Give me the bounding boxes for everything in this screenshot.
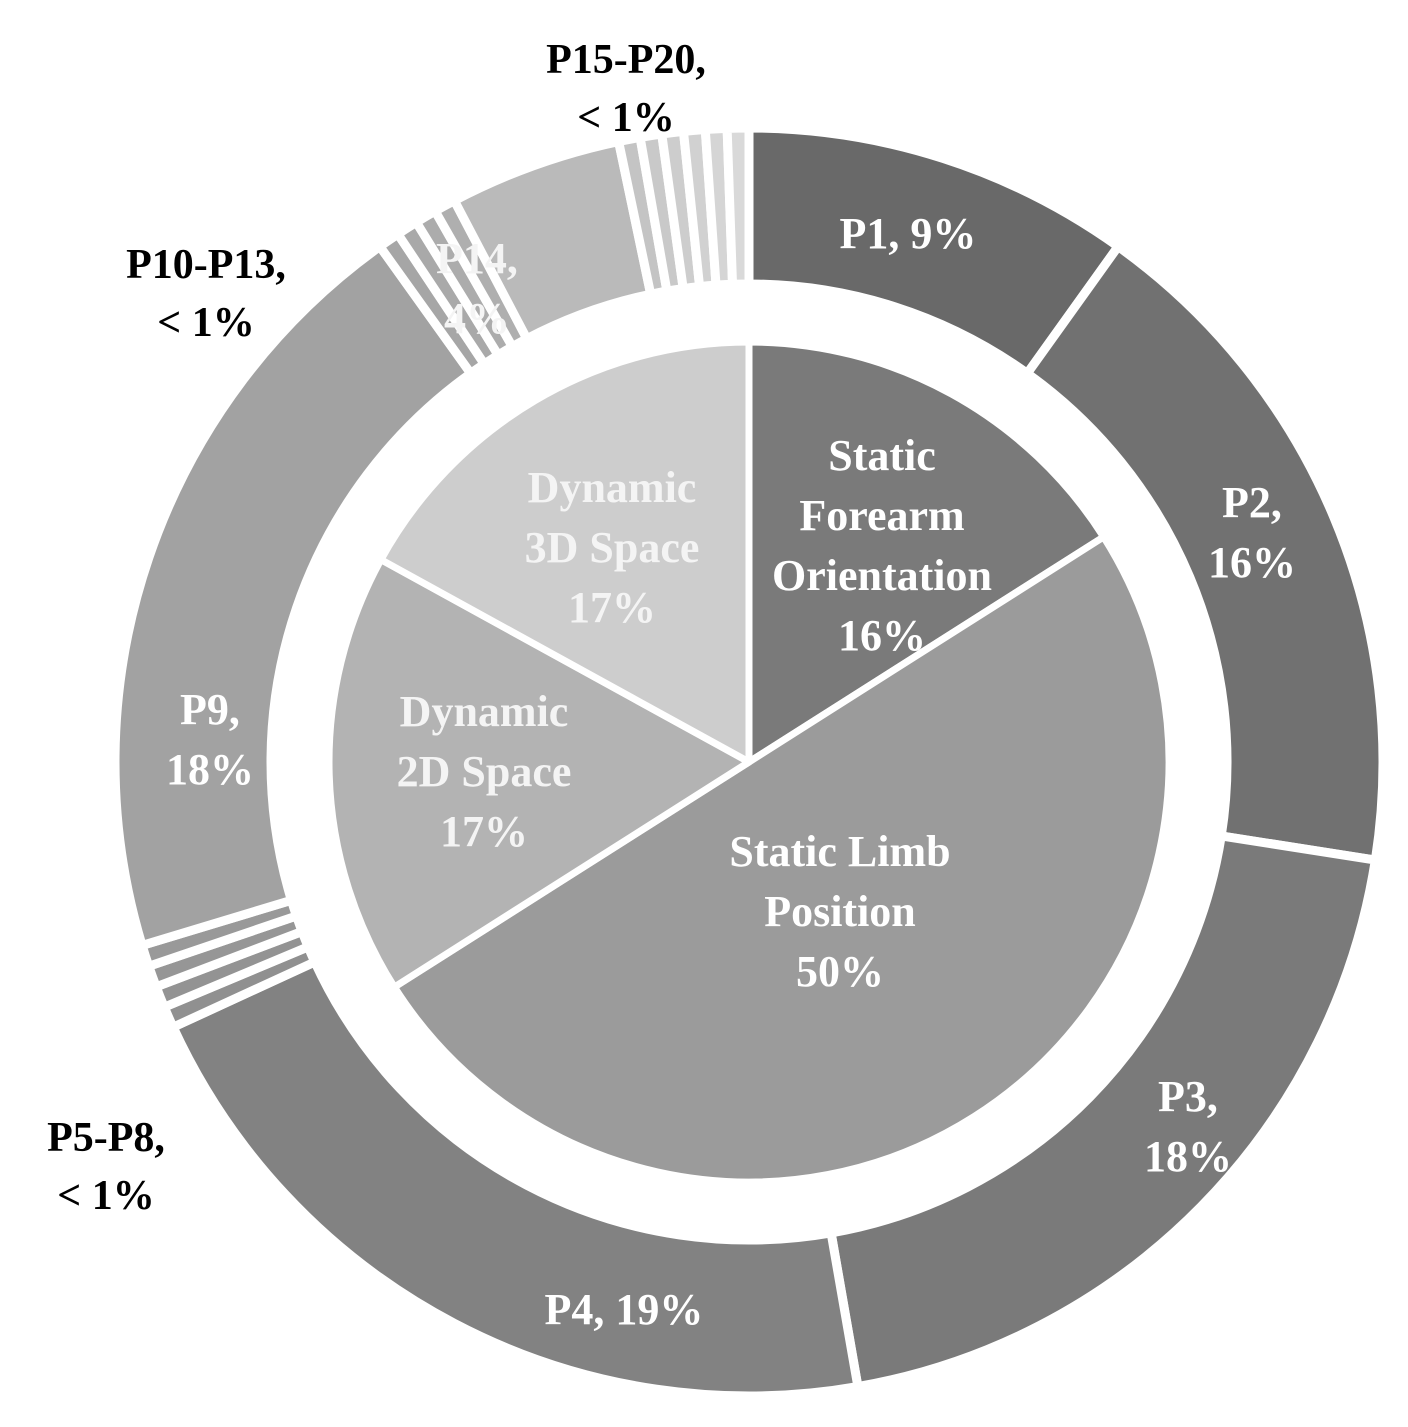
inner-label-dynamic-3d-space: Dynamic 3D Space 17% xyxy=(525,463,700,632)
outer-label-p1: P1, 9% xyxy=(840,209,977,258)
outer-label-p4: P4, 19% xyxy=(545,1285,704,1334)
outer-label-p3: P3, 18% xyxy=(1144,1072,1232,1181)
outer-slice-p4 xyxy=(167,955,864,1401)
inner-slice-dynamic-3d-space xyxy=(377,338,753,766)
outer-slice-p9 xyxy=(110,240,477,951)
chart-labels: P1, 9% P2, 16% P3, 18% P4, 19% P9, 18% P14, 4% Sta… xyxy=(47,37,1296,1334)
group-label-p15-p20: P15-P20, < 1% xyxy=(546,37,706,141)
inner-slice-static-forearm-orientation xyxy=(745,338,1108,766)
inner-label-static-forearm-orientation: Static Forearm Orientation 16% xyxy=(772,431,992,660)
inner-slice-dynamic-2d-space xyxy=(325,556,753,991)
group-label-p10-p13: P10-P13, < 1% xyxy=(126,242,286,346)
outer-slice-p2 xyxy=(1021,240,1388,866)
outer-ring xyxy=(110,123,1388,1401)
outer-label-p14: P14, 4% xyxy=(436,234,518,343)
group-label-p5-p8: P5-P8, < 1% xyxy=(47,1115,165,1219)
outer-label-p9: P9, 18% xyxy=(166,685,254,794)
outer-slice-p20 xyxy=(722,123,754,289)
inner-label-static-limb-position: Static Limb Position 50% xyxy=(729,827,950,996)
outer-slice-p3 xyxy=(825,830,1381,1392)
inner-label-dynamic-2d-space: Dynamic 2D Space 17% xyxy=(397,687,572,856)
outer-label-p2: P2, 16% xyxy=(1208,478,1296,587)
inner-pie xyxy=(325,338,1173,1186)
inner-slice-static-limb-position xyxy=(390,533,1173,1186)
